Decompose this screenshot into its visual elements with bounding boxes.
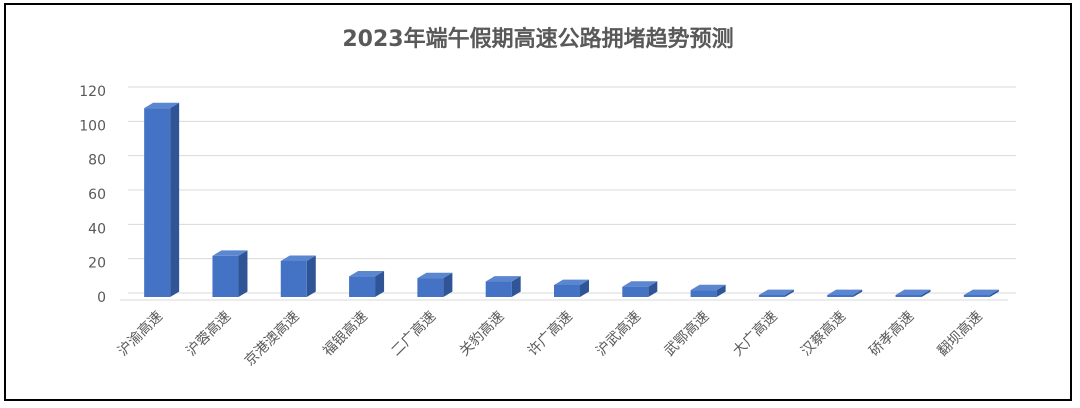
bar-top xyxy=(554,279,589,285)
bar-side xyxy=(921,289,931,297)
bar xyxy=(485,281,512,297)
bar xyxy=(554,284,580,297)
bar xyxy=(349,276,376,297)
bar-side xyxy=(853,289,863,297)
bar-side xyxy=(375,271,385,297)
bar-side xyxy=(648,281,658,297)
y-tick-label: 0 xyxy=(97,290,106,306)
y-tick-label: 60 xyxy=(88,187,106,203)
x-category-label: 沪武高速 xyxy=(593,308,645,360)
x-category-label: 许广高速 xyxy=(524,308,576,360)
bar-side xyxy=(306,255,316,297)
x-category-label: 关豹高速 xyxy=(456,308,508,360)
bar-top xyxy=(349,271,385,277)
bar-top xyxy=(417,272,453,279)
bar-side xyxy=(716,284,726,297)
bar-side xyxy=(170,102,180,298)
y-tick-label: 120 xyxy=(79,84,106,100)
bar-side xyxy=(443,272,453,297)
x-category-label: 沪蓉高速 xyxy=(183,308,235,360)
x-category-label: 武鄂高速 xyxy=(661,308,713,360)
bar-top xyxy=(485,276,521,282)
bar-side xyxy=(580,279,589,297)
bar xyxy=(280,260,307,297)
bar-side xyxy=(511,276,521,297)
bar xyxy=(622,286,649,297)
x-category-label: 京港澳高速 xyxy=(241,308,303,370)
x-category-label: 福银高速 xyxy=(319,308,371,360)
chart-title: 2023年端午假期高速公路拥堵趋势预测 xyxy=(342,27,734,52)
bar xyxy=(827,295,854,297)
bar-side xyxy=(238,250,248,297)
bar xyxy=(144,108,171,298)
bar-top xyxy=(895,289,931,295)
x-category-label: 沪渝高速 xyxy=(114,308,166,360)
bar xyxy=(963,295,990,297)
bar xyxy=(758,295,785,297)
bar-top xyxy=(144,102,180,109)
y-tick-label: 80 xyxy=(88,153,106,169)
x-category-label: 翻坝高速 xyxy=(934,308,986,360)
bar-top xyxy=(622,281,658,287)
bar xyxy=(212,255,239,297)
bar-top xyxy=(690,284,726,291)
bar-side xyxy=(784,289,794,297)
chart-plot: 0 20 40 60 80 100 120 沪渝高速 沪蓉高速 京港澳高速 福银高速 二广高速 关豹高速… xyxy=(79,84,1016,370)
chart-frame: 2023年端午假期高速公路拥堵趋势预测 0 20 40 60 80 100 120 沪渝高速沪… xyxy=(4,3,1072,401)
bar-top xyxy=(963,289,999,295)
bar xyxy=(690,290,717,297)
bar xyxy=(417,278,444,297)
y-tick-label: 40 xyxy=(88,221,106,237)
bar-top xyxy=(280,255,316,261)
bar xyxy=(895,295,922,297)
bar-top xyxy=(212,250,248,256)
y-tick-label: 20 xyxy=(88,256,106,272)
bar-top xyxy=(758,289,794,295)
x-category-label: 大广高速 xyxy=(729,308,781,360)
x-category-label: 硚孝高速 xyxy=(866,308,918,360)
bar-side xyxy=(989,289,999,297)
y-tick-label: 100 xyxy=(79,118,106,134)
x-category-label: 二广高速 xyxy=(388,308,440,360)
bar-top xyxy=(827,289,863,295)
x-category-label: 汉蔡高速 xyxy=(797,308,849,360)
